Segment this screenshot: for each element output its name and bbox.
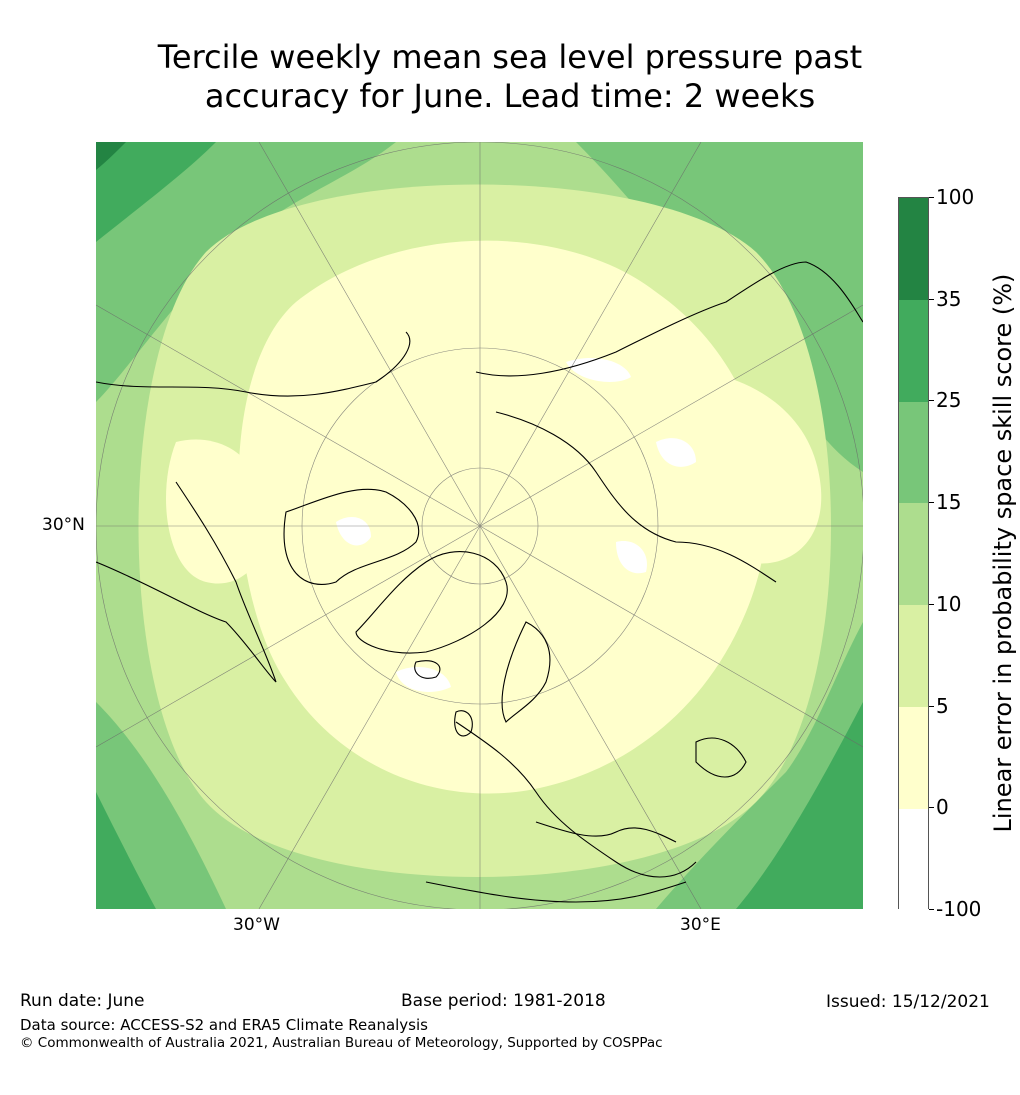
copyright: © Commonwealth of Australia 2021, Austra…: [20, 1035, 663, 1051]
meridian-30e: [479, 525, 702, 909]
lat-label-30n: 30°N: [42, 515, 85, 535]
issued-date: Issued: 15/12/2021: [826, 992, 990, 1012]
coastline-siberia: [475, 261, 863, 377]
skill-region-low-west: [166, 439, 268, 584]
colorbar-tick-mark: [929, 604, 934, 605]
coastline-africa-north: [425, 881, 687, 903]
colorbar-tick-label: -100: [936, 897, 982, 921]
skill-region-negative-5: [616, 541, 647, 574]
map-title: Tercile weekly mean sea level pressure p…: [0, 38, 1020, 116]
skill-region-low-east: [656, 370, 822, 564]
skill-region-highest-se: [736, 702, 863, 909]
graticule: [96, 142, 863, 909]
meridian-120e: [479, 304, 863, 527]
skill-region-highest-nw: [96, 142, 216, 242]
meridian-60e: [479, 525, 863, 748]
coastline-mediterranean: [535, 821, 677, 843]
colorbar-bin: [899, 604, 928, 707]
colorbar-tick-mark: [929, 197, 934, 198]
colorbar-bin: [899, 299, 928, 402]
skill-region-negative-4: [656, 438, 696, 467]
meridian-150w: [258, 142, 481, 527]
colorbar-tick-label: 15: [936, 490, 962, 514]
colorbar-tick-mark: [929, 502, 934, 503]
meridian-60w: [96, 525, 481, 748]
colorbar-bin: [899, 706, 928, 809]
colorbar-bin: [899, 198, 928, 300]
lon-label-30e: 30°E: [680, 915, 721, 935]
base-period: Base period: 1981-2018: [401, 991, 606, 1011]
skill-region-highest-sw: [96, 792, 156, 909]
coastline-alaska: [96, 331, 411, 397]
meridian-30w: [258, 525, 481, 909]
colorbar-bin: [899, 503, 928, 606]
skill-region-top-corner: [96, 142, 126, 170]
colorbar-tick-label: 0: [936, 795, 949, 819]
coastline-north-america: [96, 481, 277, 683]
colorbar-tick-label: 5: [936, 694, 949, 718]
coastlines: [96, 261, 863, 903]
colorbar-bin: [899, 401, 928, 504]
skill-region-high-nw: [96, 142, 396, 402]
colorbar-tick-label: 10: [936, 592, 962, 616]
skill-region-low: [238, 240, 768, 794]
lon-label-30w: 30°W: [233, 915, 280, 935]
meridian-150e: [479, 142, 702, 527]
data-source: Data source: ACCESS-S2 and ERA5 Climate …: [20, 1016, 428, 1034]
colorbar: [898, 197, 929, 911]
coastline-greenland: [355, 551, 508, 654]
colorbar-tick-label: 35: [936, 287, 962, 311]
polar-skill-map: [96, 142, 863, 909]
coastline-europe: [455, 721, 697, 878]
colorbar-tick-label: 100: [936, 185, 975, 209]
coastline-iceland: [414, 660, 441, 679]
skill-region-negative-3: [396, 667, 451, 692]
coastline-caspian-region: [695, 737, 747, 778]
meridian-120w: [96, 304, 481, 527]
colorbar-tick-mark: [929, 807, 934, 808]
coastline-scandinavia: [501, 621, 551, 723]
colorbar-tick-mark: [929, 909, 934, 910]
colorbar-tick-mark: [929, 706, 934, 707]
coastline-british-isles: [454, 710, 473, 737]
coastline-canadian-archipelago: [283, 488, 420, 586]
run-date: Run date: June: [20, 991, 145, 1011]
colorbar-tick-label: 25: [936, 388, 962, 412]
colorbar-tick-mark: [929, 299, 934, 300]
title-line-1: Tercile weekly mean sea level pressure p…: [157, 38, 863, 76]
coastline-eurasia-north: [495, 411, 777, 583]
title-line-2: accuracy for June. Lead time: 2 weeks: [204, 77, 816, 115]
colorbar-title: Linear error in probability space skill …: [989, 273, 1017, 833]
colorbar-tick-mark: [929, 400, 934, 401]
skill-region-negative-2: [336, 517, 371, 546]
colorbar-bin: [899, 808, 928, 911]
